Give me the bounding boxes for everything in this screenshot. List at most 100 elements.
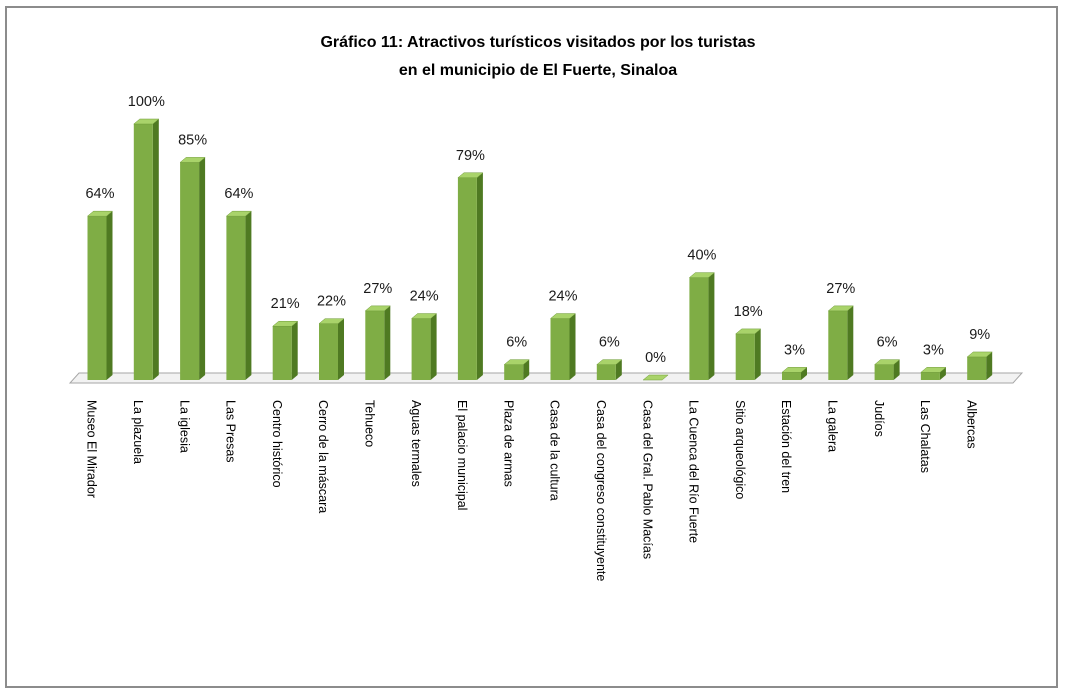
bar-top [364,305,391,312]
bar-front [272,326,292,380]
x-tick-label: Tehueco [363,400,377,447]
bar-top [920,367,947,373]
bar-front [689,277,709,380]
bar [364,305,391,380]
bar-top [827,305,854,312]
bar [225,210,253,380]
x-tick-label: El palacio municipal [455,400,469,510]
bar-side [338,318,344,380]
bar-top [272,320,299,327]
bar-front [782,372,801,380]
x-tick-label: La iglesia [177,400,191,453]
bar [86,210,114,380]
bar-top [86,210,114,217]
data-label: 9% [969,327,990,343]
bar-top [457,172,484,179]
bar [966,351,993,380]
bar-side [801,367,807,380]
x-tick-label: Museo El Mirador [85,400,99,498]
bar-side [152,119,159,380]
bar-top [781,367,808,373]
bar-side [939,367,946,380]
bar-top [225,210,253,217]
bar-front [920,372,940,380]
bar [781,367,808,380]
bar-front [133,124,153,380]
bar [642,374,669,381]
bar-side [569,313,576,380]
chart-title-line-1: Gráfico 11: Atractivos turísticos visita… [320,34,755,51]
bar-top [642,374,669,381]
bar-top [318,318,345,324]
bar-side [476,172,483,380]
bar [549,313,577,380]
x-tick-label: Las Presas [224,400,238,463]
bar-front [874,364,894,380]
bar-side [523,359,530,380]
bar-side [754,328,761,380]
bar-side [708,272,715,380]
data-label: 27% [826,281,855,297]
x-tick-label: Casa del congreso constituyente [594,400,608,581]
bar [688,272,716,380]
data-label: 40% [687,248,716,264]
bar [410,313,438,380]
bar-side [986,351,993,380]
bar-front [319,323,338,380]
bar-top [735,328,762,335]
bar-top [873,359,901,365]
x-tick-label: Centro histórico [270,400,284,488]
data-label: 24% [548,289,577,305]
data-label: 22% [317,294,346,310]
bars-group [86,118,993,381]
x-tick-label: La galera [826,400,840,452]
category-labels-group: Museo El Mirador La plazuela La iglesia Las… [85,400,979,581]
bar-side [199,157,206,380]
bar-side [615,359,622,380]
bar [133,118,160,380]
bar [503,359,530,380]
bar [873,359,901,380]
data-label: 79% [456,148,485,164]
bar-front [87,216,107,380]
bar-front [550,318,570,380]
bar-side [893,359,900,380]
x-tick-label: Sitio arqueológico [733,400,747,499]
data-label: 6% [599,335,620,351]
bar-front [735,333,755,380]
data-label: 27% [363,281,392,297]
bar-front [967,356,987,380]
x-tick-label: Estación del tren [779,400,793,493]
data-label: 100% [128,94,165,110]
bar-side [384,305,391,380]
bar-top [549,313,577,319]
bar-front [365,310,385,380]
bar [827,305,854,380]
bar-side [430,313,437,380]
bar [735,328,762,380]
x-tick-label: Judíos [872,400,886,437]
bar-top [688,272,716,278]
bar-top [133,118,160,125]
bar-side [291,321,298,380]
data-label: 6% [877,335,898,351]
bar-front [226,216,246,380]
data-label: 18% [734,304,763,320]
bar-top [179,157,206,163]
bar [457,172,484,380]
bar-side [245,211,252,380]
data-label: 64% [85,186,114,202]
bar-top [966,351,993,358]
data-labels-group: 64% 100% 85% 64% 21% 22% 27% 24% 79% 6% 24% 6% 0% 40%… [85,94,990,366]
bar-front [180,162,200,380]
bar-top [503,359,530,365]
x-tick-label: Albercas [964,400,978,449]
x-tick-label: Casa de la cultura [548,400,562,501]
bar-front [457,177,477,380]
x-tick-label: Aguas termales [409,400,423,487]
chart-title-line-2: en el municipio de El Fuerte, Sinaloa [399,62,677,79]
x-tick-label: Casa del Gral. Pablo Macías [640,400,654,559]
bar-front [411,318,431,380]
x-tick-label: La plazuela [131,400,145,464]
